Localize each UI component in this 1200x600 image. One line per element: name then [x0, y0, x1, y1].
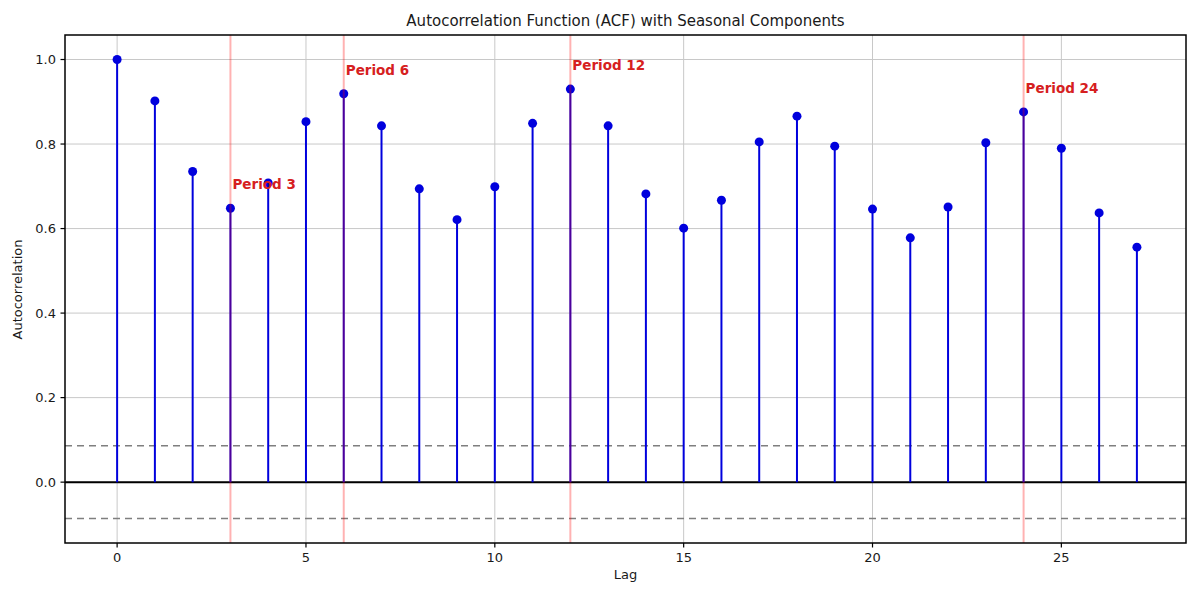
x-tick-label: 15	[675, 550, 692, 565]
y-tick-label: 0.0	[35, 475, 56, 490]
stem-marker	[604, 121, 613, 130]
x-tick-label: 10	[487, 550, 504, 565]
period-annotation: Period 6	[346, 62, 409, 78]
stem-marker	[830, 142, 839, 151]
x-tick-label: 5	[302, 550, 310, 565]
stem-marker	[528, 119, 537, 128]
stem-marker	[1095, 208, 1104, 217]
y-tick-label: 0.6	[35, 221, 56, 236]
acf-chart-figure: Autocorrelation Function (ACF) with Seas…	[0, 0, 1200, 600]
stem-marker	[188, 167, 197, 176]
stem-marker	[755, 137, 764, 146]
plot-border	[65, 35, 1186, 543]
period-annotation: Period 24	[1026, 80, 1099, 96]
stem-marker	[301, 117, 310, 126]
x-tick-label: 20	[864, 550, 881, 565]
stem-marker	[1132, 243, 1141, 252]
y-axis-label: Autocorrelation	[10, 225, 25, 355]
stem-marker	[792, 112, 801, 121]
stem-marker	[490, 182, 499, 191]
stem-marker	[679, 224, 688, 233]
stem-marker	[981, 138, 990, 147]
y-tick-label: 0.4	[35, 306, 56, 321]
y-tick-label: 0.2	[35, 390, 56, 405]
stem-marker	[717, 196, 726, 205]
acf-plot-area: Period 3 Period 6 Period 12 Period 24 0 5 10 15…	[0, 0, 1200, 600]
stem-marker	[1057, 144, 1066, 153]
stem-marker	[868, 205, 877, 214]
y-tick-label: 0.8	[35, 137, 56, 152]
period-annotation: Period 12	[572, 57, 645, 73]
stem-marker	[113, 55, 122, 64]
x-tick-label: 0	[113, 550, 121, 565]
stem-marker	[377, 121, 386, 130]
stem-marker	[453, 215, 462, 224]
stem-marker	[415, 184, 424, 193]
stem-marker	[641, 189, 650, 198]
stem-marker	[150, 96, 159, 105]
x-tick-label: 25	[1053, 550, 1070, 565]
stem-marker	[906, 233, 915, 242]
period-annotation: Period 3	[232, 176, 295, 192]
x-axis-label: Lag	[65, 567, 1186, 582]
stem-marker	[944, 203, 953, 212]
y-tick-label: 1.0	[35, 52, 56, 67]
